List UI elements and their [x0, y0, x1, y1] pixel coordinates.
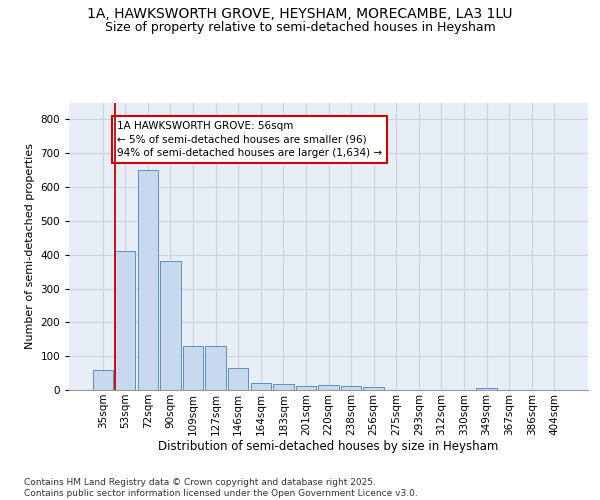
Bar [273, 384, 293, 390]
Bar [364, 388, 384, 390]
Y-axis label: Number of semi-detached properties: Number of semi-detached properties [25, 143, 35, 350]
Bar [341, 386, 361, 390]
Bar [183, 346, 203, 390]
Text: Size of property relative to semi-detached houses in Heysham: Size of property relative to semi-detach… [104, 21, 496, 34]
Text: Contains HM Land Registry data © Crown copyright and database right 2025.
Contai: Contains HM Land Registry data © Crown c… [24, 478, 418, 498]
Bar [296, 386, 316, 390]
Bar [92, 370, 113, 390]
Bar [476, 388, 497, 390]
X-axis label: Distribution of semi-detached houses by size in Heysham: Distribution of semi-detached houses by … [158, 440, 499, 454]
Bar [115, 252, 136, 390]
Bar [251, 383, 271, 390]
Text: 1A, HAWKSWORTH GROVE, HEYSHAM, MORECAMBE, LA3 1LU: 1A, HAWKSWORTH GROVE, HEYSHAM, MORECAMBE… [87, 8, 513, 22]
Bar [138, 170, 158, 390]
Bar [205, 346, 226, 390]
Text: 1A HAWKSWORTH GROVE: 56sqm
← 5% of semi-detached houses are smaller (96)
94% of : 1A HAWKSWORTH GROVE: 56sqm ← 5% of semi-… [117, 121, 382, 158]
Bar [160, 262, 181, 390]
Bar [319, 385, 338, 390]
Bar [228, 368, 248, 390]
